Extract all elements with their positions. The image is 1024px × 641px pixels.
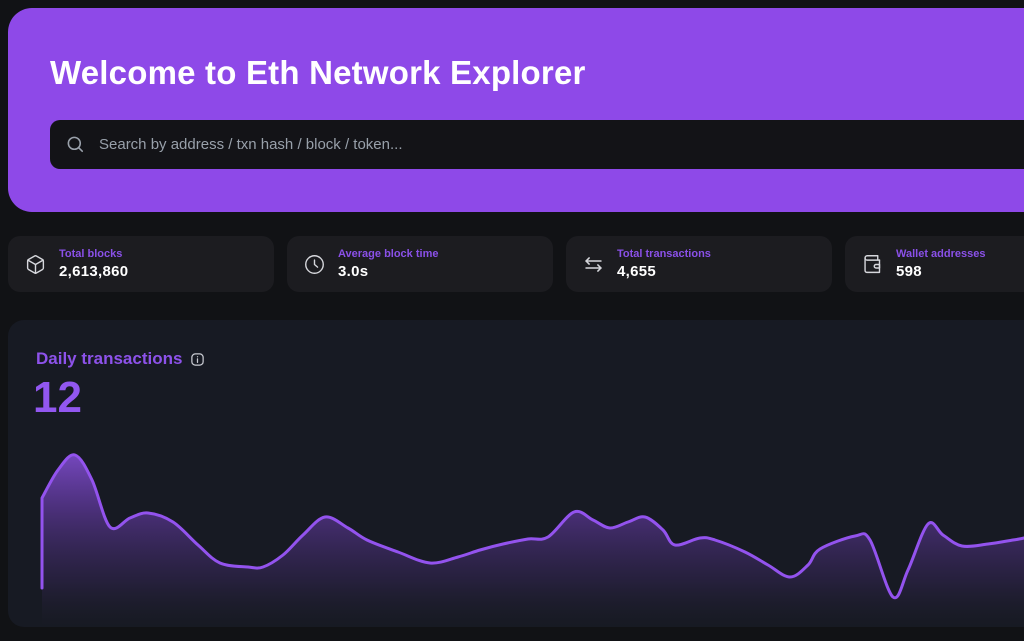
stat-value: 598 bbox=[896, 263, 922, 280]
info-icon[interactable] bbox=[190, 352, 205, 367]
chart-line bbox=[40, 453, 1024, 600]
stat-value: 4,655 bbox=[617, 263, 657, 280]
stat-label: Total blocks bbox=[59, 248, 123, 260]
stat-card-wallet-addresses: Wallet addresses 598 bbox=[845, 236, 1024, 292]
chart-title: Daily transactions bbox=[36, 349, 183, 368]
search-bar bbox=[50, 120, 1024, 169]
stat-card-total-transactions: Total transactions 4,655 bbox=[566, 236, 832, 292]
swap-icon bbox=[585, 256, 602, 272]
stat-label: Average block time bbox=[338, 248, 439, 260]
chart-area-fill bbox=[42, 454, 1024, 627]
daily-transactions-chart[interactable] bbox=[8, 430, 1024, 627]
hero-banner: Welcome to Eth Network Explorer bbox=[8, 8, 1024, 212]
stat-card-average-block-time: Average block time 3.0s bbox=[287, 236, 553, 292]
stat-label: Wallet addresses bbox=[896, 248, 986, 260]
cube-icon bbox=[26, 254, 45, 274]
daily-transactions-card: Daily transactions 12 bbox=[8, 320, 1024, 627]
search-input[interactable] bbox=[97, 135, 1024, 154]
search-icon bbox=[67, 136, 84, 153]
wallet-icon bbox=[864, 254, 881, 273]
stat-label: Total transactions bbox=[617, 248, 711, 260]
stats-row: Total blocks 2,613,860 Average block tim… bbox=[8, 236, 1024, 292]
page-title: Welcome to Eth Network Explorer bbox=[50, 54, 586, 91]
stat-value: 3.0s bbox=[338, 263, 369, 280]
page: Welcome to Eth Network Explorer Total bl… bbox=[0, 8, 1024, 627]
stat-value: 2,613,860 bbox=[59, 263, 129, 280]
clock-icon bbox=[305, 254, 324, 274]
stat-card-total-blocks: Total blocks 2,613,860 bbox=[8, 236, 274, 292]
chart-current-value: 12 bbox=[33, 373, 82, 422]
